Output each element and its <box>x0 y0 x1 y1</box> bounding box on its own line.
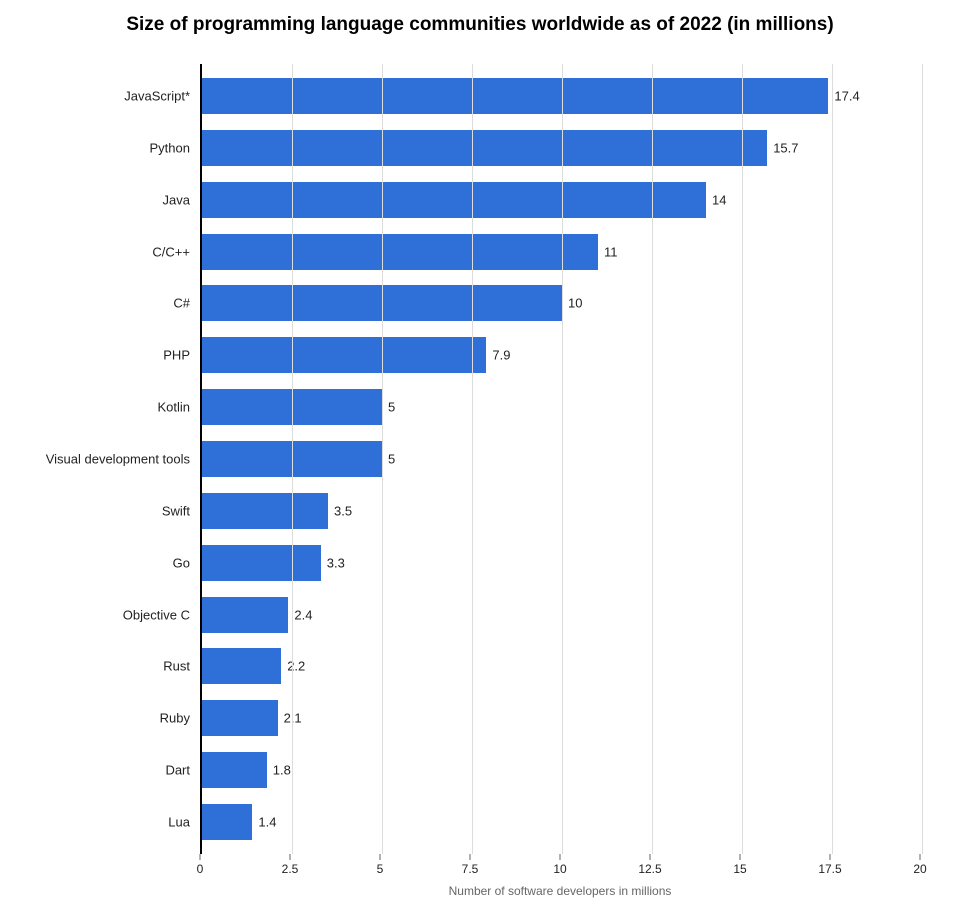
bar-row: Dart1.8 <box>202 752 920 788</box>
grid-line <box>832 64 833 854</box>
bar-row: Go3.3 <box>202 545 920 581</box>
bar <box>202 130 767 166</box>
category-label: Swift <box>0 503 190 518</box>
bar-row: JavaScript*17.4 <box>202 78 920 114</box>
chart-container: Size of programming language communities… <box>0 0 960 908</box>
value-label: 2.2 <box>287 659 305 674</box>
bar-row: Python15.7 <box>202 130 920 166</box>
value-label: 7.9 <box>492 348 510 363</box>
x-tick-label: 0 <box>197 862 204 876</box>
category-label: JavaScript* <box>0 88 190 103</box>
x-tick-label: 2.5 <box>282 862 299 876</box>
x-tick-mark <box>290 854 291 860</box>
value-label: 2.4 <box>294 607 312 622</box>
bar-row: Java14 <box>202 182 920 218</box>
category-label: Ruby <box>0 711 190 726</box>
bar <box>202 648 281 684</box>
value-label: 15.7 <box>773 140 798 155</box>
x-tick-label: 12.5 <box>638 862 661 876</box>
category-label: C# <box>0 296 190 311</box>
bar-row: Rust2.2 <box>202 648 920 684</box>
x-tick-label: 20 <box>913 862 926 876</box>
grid-line <box>652 64 653 854</box>
x-tick-label: 5 <box>377 862 384 876</box>
category-label: Rust <box>0 659 190 674</box>
x-tick-label: 7.5 <box>462 862 479 876</box>
bar <box>202 182 706 218</box>
bar-row: Ruby2.1 <box>202 700 920 736</box>
bar <box>202 493 328 529</box>
category-label: Objective C <box>0 607 190 622</box>
value-label: 14 <box>712 192 726 207</box>
chart-title: Size of programming language communities… <box>0 14 960 36</box>
bar <box>202 700 278 736</box>
value-label: 10 <box>568 296 582 311</box>
bar <box>202 78 828 114</box>
x-tick-label: 17.5 <box>818 862 841 876</box>
category-label: Visual development tools <box>0 451 190 466</box>
value-label: 1.4 <box>258 814 276 829</box>
bars-container: JavaScript*17.4 Python15.7 Java14 C/C++11 C#… <box>202 64 920 854</box>
grid-line <box>292 64 293 854</box>
value-label: 3.3 <box>327 555 345 570</box>
grid-line <box>562 64 563 854</box>
bar-row: Objective C2.4 <box>202 597 920 633</box>
bar <box>202 545 321 581</box>
grid-line <box>922 64 923 854</box>
bar-row: Swift3.5 <box>202 493 920 529</box>
bar <box>202 752 267 788</box>
category-label: Lua <box>0 814 190 829</box>
value-label: 1.8 <box>273 763 291 778</box>
category-label: Kotlin <box>0 400 190 415</box>
value-label: 11 <box>604 244 618 259</box>
value-label: 5 <box>388 451 395 466</box>
bar <box>202 234 598 270</box>
bar-row: Kotlin5 <box>202 389 920 425</box>
value-label: 17.4 <box>834 88 859 103</box>
x-tick-mark <box>740 854 741 860</box>
category-label: Dart <box>0 763 190 778</box>
plot-area: JavaScript*17.4 Python15.7 Java14 C/C++11 C#… <box>200 64 920 854</box>
x-axis-label: Number of software developers in million… <box>200 884 920 898</box>
x-tick-mark <box>200 854 201 860</box>
x-tick-label: 10 <box>553 862 566 876</box>
category-label: Python <box>0 140 190 155</box>
x-tick-mark <box>470 854 471 860</box>
category-label: C/C++ <box>0 244 190 259</box>
x-tick-label: 15 <box>733 862 746 876</box>
x-tick-mark <box>650 854 651 860</box>
category-label: Go <box>0 555 190 570</box>
grid-line <box>472 64 473 854</box>
bar-row: Lua1.4 <box>202 804 920 840</box>
bar-row: Visual development tools5 <box>202 441 920 477</box>
grid-line <box>742 64 743 854</box>
x-tick-mark <box>830 854 831 860</box>
value-label: 3.5 <box>334 503 352 518</box>
bar <box>202 804 252 840</box>
bar <box>202 337 486 373</box>
category-label: Java <box>0 192 190 207</box>
value-label: 5 <box>388 400 395 415</box>
x-tick-mark <box>920 854 921 860</box>
bar <box>202 597 288 633</box>
x-tick-mark <box>560 854 561 860</box>
category-label: PHP <box>0 348 190 363</box>
x-tick-mark <box>380 854 381 860</box>
grid-line <box>382 64 383 854</box>
bar-row: PHP7.9 <box>202 337 920 373</box>
bar-row: C#10 <box>202 285 920 321</box>
bar-row: C/C++11 <box>202 234 920 270</box>
